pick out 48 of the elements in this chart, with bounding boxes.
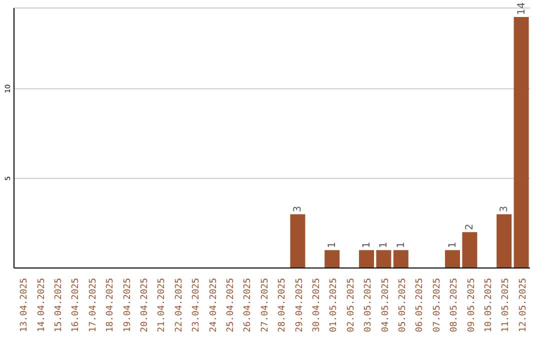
x-tick-label: 25.04.2025 <box>226 278 236 332</box>
x-tick-label: 26.04.2025 <box>243 278 254 332</box>
x-tick-label: 28.04.2025 <box>278 278 288 332</box>
bar <box>496 214 512 268</box>
x-tick-label: 06.05.2025 <box>415 278 426 332</box>
x-tick-label: 30.04.2025 <box>312 278 322 332</box>
data-label: 14 <box>516 2 528 15</box>
x-tick-label: 19.04.2025 <box>122 278 133 332</box>
bar <box>290 214 306 268</box>
x-tick-label: 14.04.2025 <box>36 278 47 332</box>
x-tick-label: 01.05.2025 <box>329 278 340 332</box>
x-tick-label: 15.04.2025 <box>54 278 64 332</box>
x-tick-label: 23.04.2025 <box>192 278 202 332</box>
x-tick-label: 13.04.2025 <box>20 278 30 332</box>
bar <box>376 250 392 268</box>
x-tick-label: 18.04.2025 <box>106 278 116 332</box>
x-tick-label: 07.05.2025 <box>432 278 442 332</box>
x-tick-label: 17.04.2025 <box>88 278 98 332</box>
data-label: 1 <box>396 242 407 248</box>
bar <box>393 250 408 268</box>
bar <box>462 232 478 268</box>
data-label: 1 <box>448 242 458 248</box>
bar <box>445 250 460 268</box>
x-tick-label: 04.05.2025 <box>380 278 391 332</box>
x-tick-label: 24.04.2025 <box>208 278 219 332</box>
data-label: 1 <box>327 242 338 248</box>
x-tick-label: 10.05.2025 <box>484 278 494 332</box>
data-label: 3 <box>292 206 304 212</box>
x-tick-label: 08.05.2025 <box>450 278 460 332</box>
x-tick-label: 11.05.2025 <box>501 278 512 332</box>
x-tick-label: 21.04.2025 <box>157 278 168 332</box>
data-label: 2 <box>464 224 476 230</box>
x-tick-label: 27.04.2025 <box>260 278 270 332</box>
bar <box>324 250 340 268</box>
data-label: 3 <box>499 206 510 212</box>
x-tick-label: 12.05.2025 <box>518 278 528 332</box>
bar <box>359 250 374 268</box>
x-tick-label: 20.04.2025 <box>140 278 150 332</box>
x-tick-label: 02.05.2025 <box>346 278 356 332</box>
x-tick-label: 16.04.2025 <box>71 278 82 332</box>
data-label: 1 <box>362 242 372 248</box>
x-tick-label: 22.04.2025 <box>174 278 184 332</box>
x-tick-label: 09.05.2025 <box>466 278 477 332</box>
x-tick-label: 03.05.2025 <box>364 278 374 332</box>
x-tick-label: 29.04.2025 <box>294 278 305 332</box>
x-tick-label: 05.05.2025 <box>398 278 408 332</box>
bar <box>514 16 529 268</box>
data-label: 1 <box>378 242 390 248</box>
